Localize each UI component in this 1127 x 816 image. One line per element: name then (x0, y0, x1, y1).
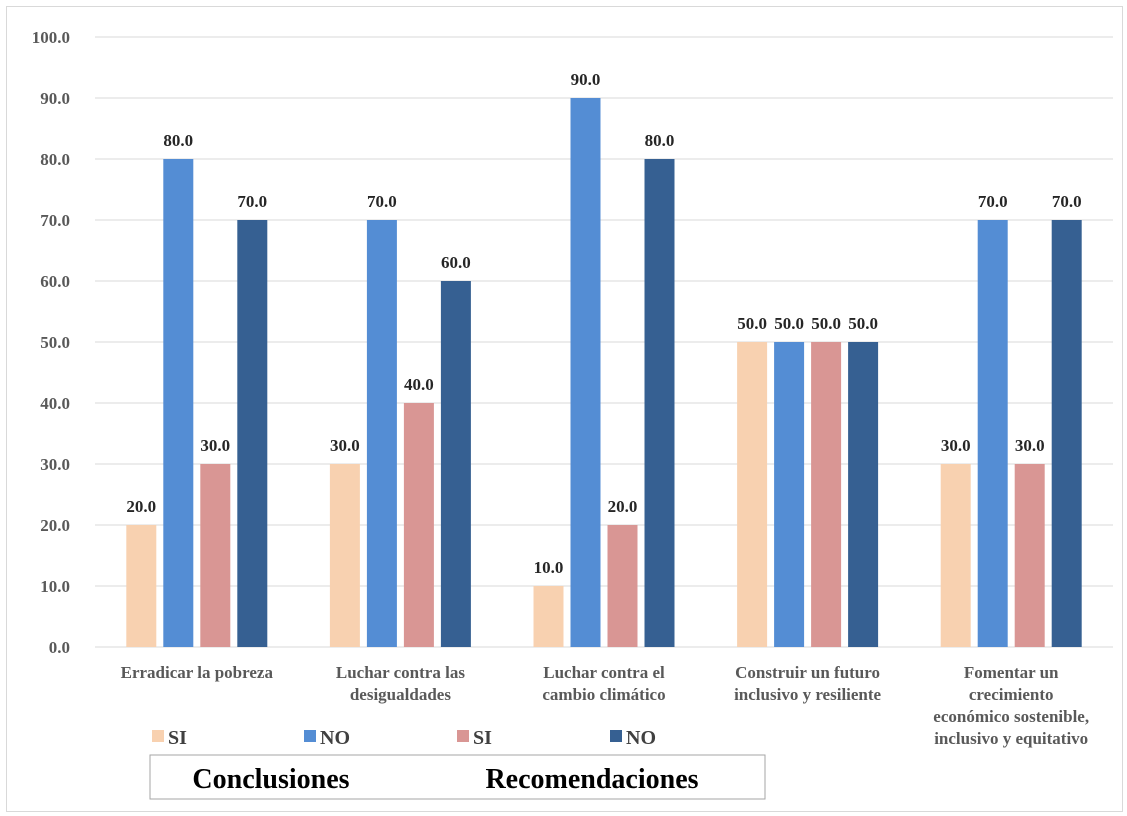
bar (940, 464, 971, 647)
bar (607, 525, 638, 647)
bar (329, 464, 360, 647)
legend-label: SI (473, 727, 492, 749)
data-label: 30.0 (941, 436, 971, 455)
legend-group-label: Recomendaciones (485, 764, 698, 795)
bar (403, 403, 434, 647)
bar (1051, 220, 1082, 647)
y-tick-label: 10.0 (40, 577, 70, 596)
legend-swatch (152, 730, 164, 742)
legend-label: NO (320, 727, 350, 749)
bar (200, 464, 231, 647)
bar (440, 281, 471, 647)
legend-swatch (457, 730, 469, 742)
bar (774, 342, 805, 647)
data-label: 50.0 (774, 314, 804, 333)
data-label: 80.0 (645, 131, 675, 150)
legend-group-label: Conclusiones (192, 764, 349, 795)
y-tick-label: 70.0 (40, 211, 70, 230)
bar (237, 220, 268, 647)
data-label: 70.0 (237, 192, 267, 211)
legend-label: NO (626, 727, 656, 749)
data-label: 90.0 (571, 70, 601, 89)
data-label: 50.0 (811, 314, 841, 333)
category-label: inclusivo y resiliente (734, 685, 881, 704)
bar (644, 159, 675, 647)
legend-swatch (304, 730, 316, 742)
y-tick-label: 30.0 (40, 455, 70, 474)
legend-swatch (610, 730, 622, 742)
data-label: 70.0 (1052, 192, 1082, 211)
category-label: Fomentar un (964, 663, 1059, 682)
y-tick-label: 20.0 (40, 516, 70, 535)
legend-label: SI (168, 727, 187, 749)
category-label: Luchar contra el (543, 663, 665, 682)
data-label: 80.0 (163, 131, 193, 150)
bar (163, 159, 194, 647)
data-label: 30.0 (330, 436, 360, 455)
category-label: desigualdades (350, 685, 451, 704)
bar (570, 98, 601, 647)
data-label: 20.0 (126, 497, 156, 516)
y-tick-label: 0.0 (49, 638, 70, 657)
bar (1014, 464, 1045, 647)
category-label: económico sostenible, (933, 707, 1089, 726)
data-label: 70.0 (367, 192, 397, 211)
bar (126, 525, 157, 647)
data-label: 40.0 (404, 375, 434, 394)
bar (737, 342, 768, 647)
category-label: crecimiento (969, 685, 1054, 704)
y-tick-label: 40.0 (40, 394, 70, 413)
data-label: 30.0 (1015, 436, 1045, 455)
y-tick-label: 50.0 (40, 333, 70, 352)
data-label: 50.0 (737, 314, 767, 333)
y-tick-label: 90.0 (40, 89, 70, 108)
bar (977, 220, 1008, 647)
category-label: Luchar contra las (336, 663, 465, 682)
y-tick-label: 80.0 (40, 150, 70, 169)
y-tick-label: 100.0 (32, 28, 70, 47)
category-label: Construir un futuro (735, 663, 880, 682)
data-label: 70.0 (978, 192, 1008, 211)
category-label: cambio climático (542, 685, 665, 704)
bar (848, 342, 879, 647)
data-label: 30.0 (200, 436, 230, 455)
category-label: Erradicar la pobreza (121, 663, 274, 682)
legend-group-box (149, 754, 766, 800)
data-label: 20.0 (608, 497, 638, 516)
data-label: 60.0 (441, 253, 471, 272)
data-label: 50.0 (848, 314, 878, 333)
data-label: 10.0 (534, 558, 564, 577)
bar (533, 586, 564, 647)
bar (811, 342, 842, 647)
y-tick-label: 60.0 (40, 272, 70, 291)
bar (366, 220, 397, 647)
category-label: inclusivo y equitativo (934, 729, 1088, 748)
